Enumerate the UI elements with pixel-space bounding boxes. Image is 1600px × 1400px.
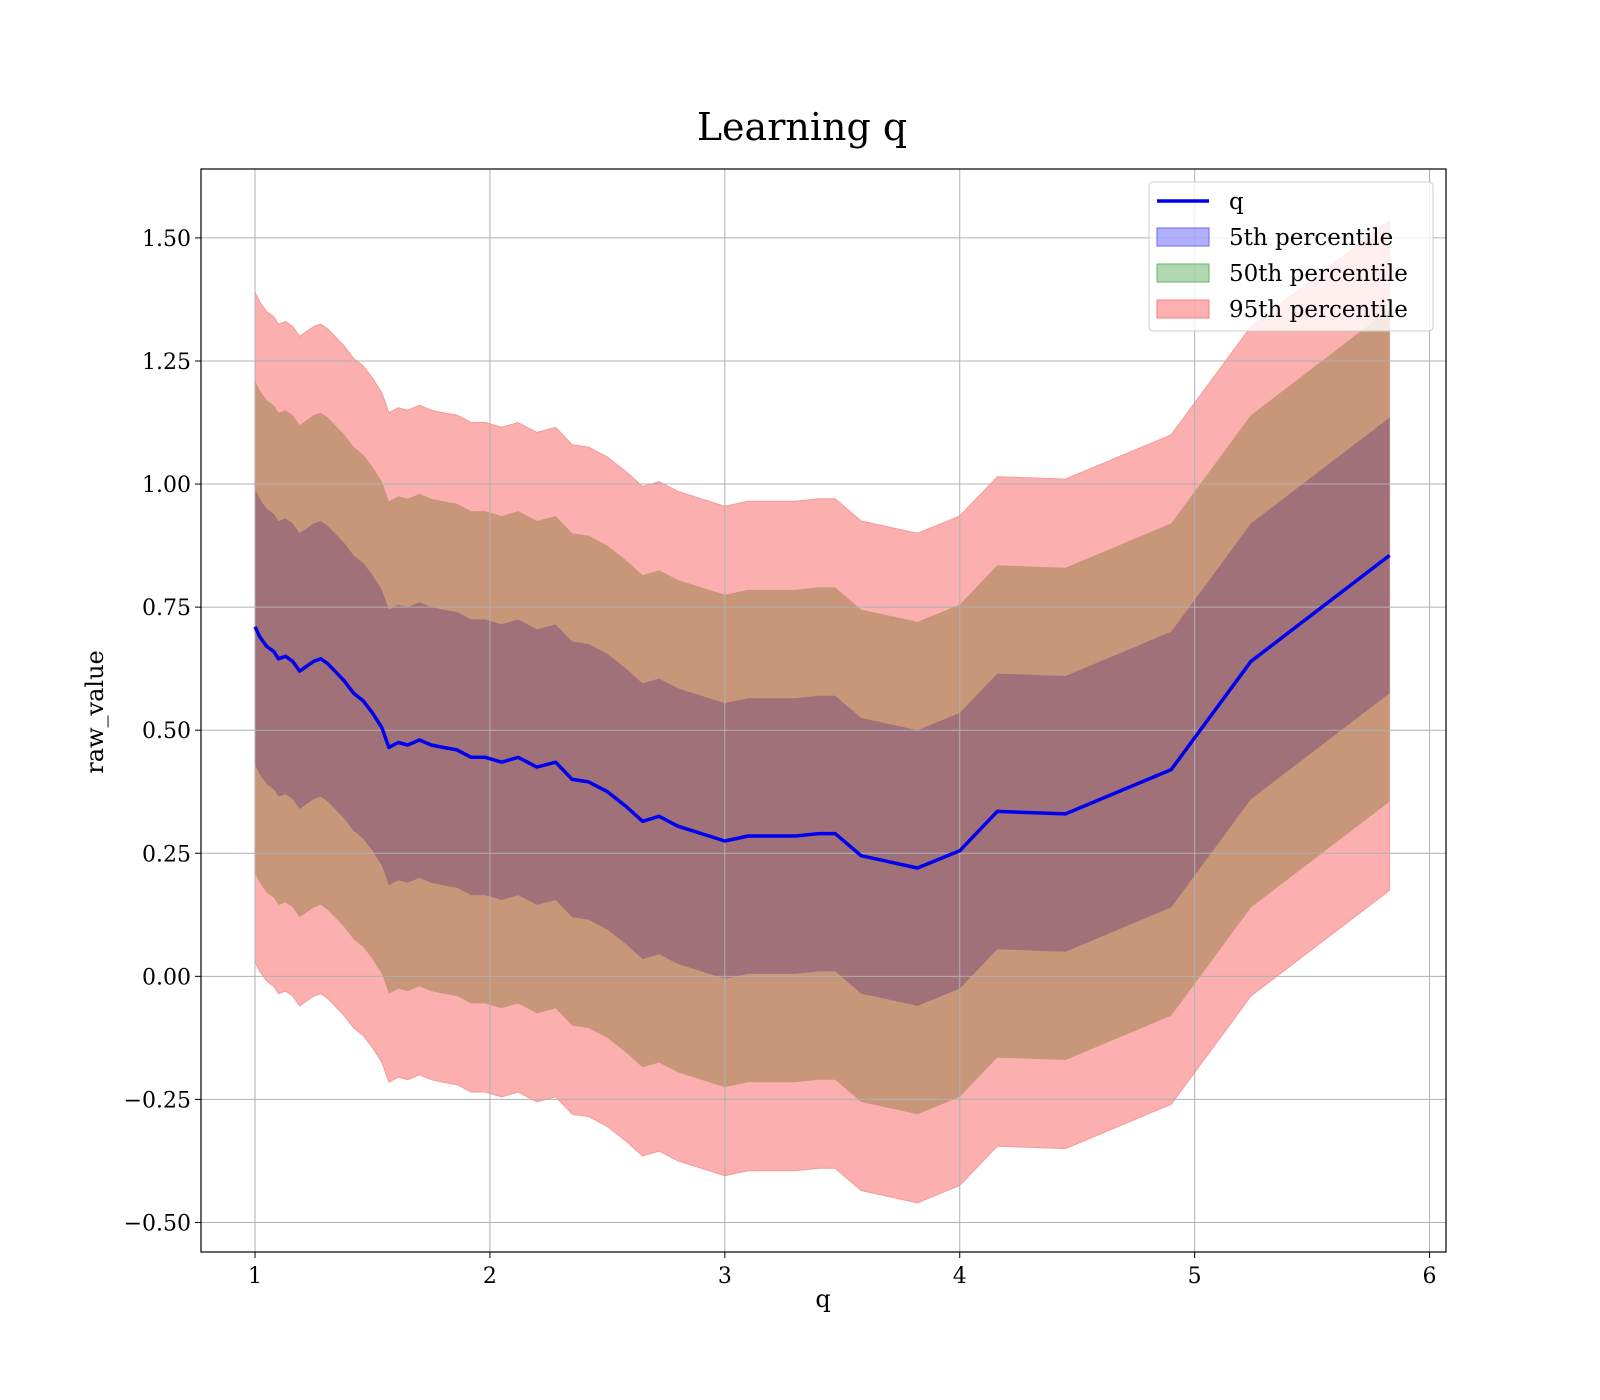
y-tick-label: −0.50 [124, 1211, 191, 1236]
x-tick-label: 5 [1188, 1264, 1202, 1289]
y-axis-ticks: −0.50 −0.25 0.00 0.25 0.50 0.75 1.00 1.25 1.50 [124, 227, 201, 1236]
series-line-q [253, 554, 1391, 870]
x-axis-ticks: 1 2 3 4 5 6 [248, 1252, 1437, 1289]
x-tick-label: 6 [1423, 1264, 1437, 1289]
y-tick-label: 0.75 [142, 596, 191, 621]
grid-lines [201, 169, 1446, 1252]
y-tick-label: 0.25 [142, 842, 191, 867]
y-tick-label: 1.25 [142, 350, 191, 375]
x-tick-label: 2 [483, 1264, 497, 1289]
legend-label-5th: 5th percentile [1229, 225, 1393, 251]
legend-swatch-95th [1156, 299, 1210, 319]
y-tick-label: −0.25 [124, 1088, 191, 1113]
legend-swatch-50th [1156, 263, 1210, 283]
x-tick-label: 1 [248, 1264, 262, 1289]
legend-label-95th: 95th percentile [1229, 297, 1408, 323]
x-axis-label: q [815, 1285, 830, 1313]
band-5th-percentile [255, 417, 1390, 1006]
legend-label-50th: 50th percentile [1229, 261, 1408, 287]
plot-area-frame [200, 168, 1447, 1253]
chart-title: Learning q [697, 105, 907, 149]
y-tick-label: 0.00 [142, 965, 191, 990]
x-tick-label: 4 [953, 1264, 967, 1289]
legend: q 5th percentile 50th percentile 95th pe… [1148, 181, 1434, 332]
mean-line-group [253, 554, 1391, 870]
legend-swatch-5th [1156, 227, 1210, 247]
legend-box [1148, 181, 1434, 332]
x-tick-label: 3 [718, 1264, 732, 1289]
y-tick-label: 1.50 [142, 227, 191, 252]
legend-label-q: q [1229, 189, 1244, 215]
y-axis-label: raw_value [81, 650, 109, 774]
y-tick-label: 1.00 [142, 473, 191, 498]
percentile-bands [254, 219, 1391, 1204]
y-tick-label: 0.50 [142, 719, 191, 744]
